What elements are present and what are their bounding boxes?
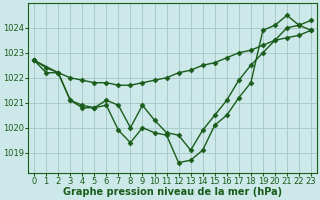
X-axis label: Graphe pression niveau de la mer (hPa): Graphe pression niveau de la mer (hPa) <box>63 187 282 197</box>
